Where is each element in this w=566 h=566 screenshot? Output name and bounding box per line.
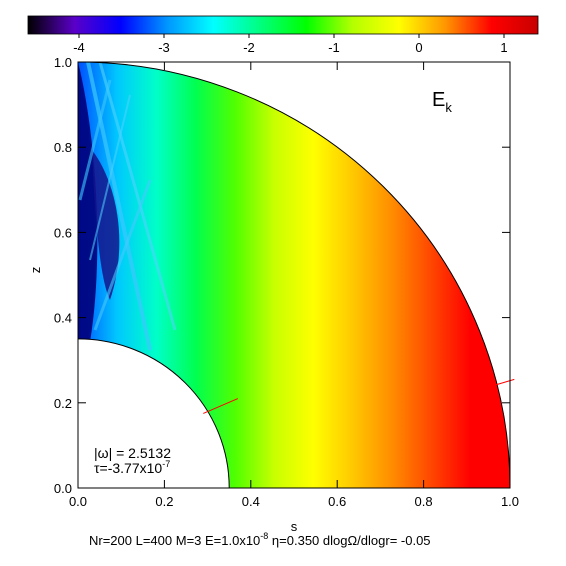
x-tick-label: 0.6 [328,494,346,509]
colorbar-tick-label: 0 [415,40,422,55]
field-label: Ek [432,89,452,115]
colorbar: -4 -3 -2 -1 0 1 [27,15,539,55]
y-tick-label: 0.0 [54,481,72,496]
y-tick-label: 0.2 [54,396,72,411]
omega-annotation: |ω| = 2.5132 [94,445,171,461]
beam-1 [86,62,152,351]
x-tick-label: 0.2 [155,494,173,509]
plot-frame [77,61,511,489]
x-tick-label: 0.0 [69,494,87,509]
parameter-caption: Nr=200 L=400 M=3 E=1.0x10-8 η=0.350 dlog… [89,531,431,548]
inner-vortex-region [92,150,120,300]
y-tick-label: 1.0 [54,55,72,70]
inner-marker [203,398,239,414]
x-axis-label: s [291,519,298,534]
outer-boundary [77,61,511,489]
y-tick-label: 0.8 [54,140,72,155]
field-label-main: E [432,89,445,111]
inner-boundary [77,338,230,489]
colorbar-bar [27,15,539,35]
tau-annotation: τ=-3.77x10-7 [94,459,170,476]
outer-marker [492,378,515,387]
caption-part1: Nr=200 L=400 M=3 E=1.0x10 [89,533,260,548]
y-tick-label: 0.6 [54,225,72,240]
y-axis-ticks: 0.0 0.2 0.4 0.6 0.8 1.0 [54,55,510,496]
tau-base: τ=-3.77x10 [94,460,162,476]
beam-2 [98,62,177,331]
colorbar-tick-label: -2 [243,40,255,55]
x-tick-label: 1.0 [501,494,519,509]
tau-exponent: -7 [162,459,170,469]
axis-dark-region [78,62,98,342]
beam-4 [93,179,152,331]
beam-5 [89,94,131,261]
colorbar-tick-label: -4 [73,40,85,55]
shell-field [77,61,511,489]
y-axis-label: z [28,267,43,274]
x-axis-ticks: 0.0 0.2 0.4 0.6 0.8 1.0 [69,62,519,509]
colorbar-tick-label: -1 [328,40,340,55]
field-label-sub: k [445,100,452,115]
y-tick-label: 0.4 [54,311,72,326]
x-tick-label: 0.8 [415,494,433,509]
colorbar-tick-label: 1 [500,40,507,55]
beam-3 [78,79,112,201]
colorbar-tick-label: -3 [158,40,170,55]
shell-fill [78,62,510,488]
x-tick-label: 0.4 [242,494,260,509]
caption-part2: η=0.350 dlogΩ/dlogr= -0.05 [268,533,430,548]
colorbar-ticks: -4 -3 -2 -1 0 1 [73,34,508,55]
caption-exponent: -8 [260,531,268,541]
